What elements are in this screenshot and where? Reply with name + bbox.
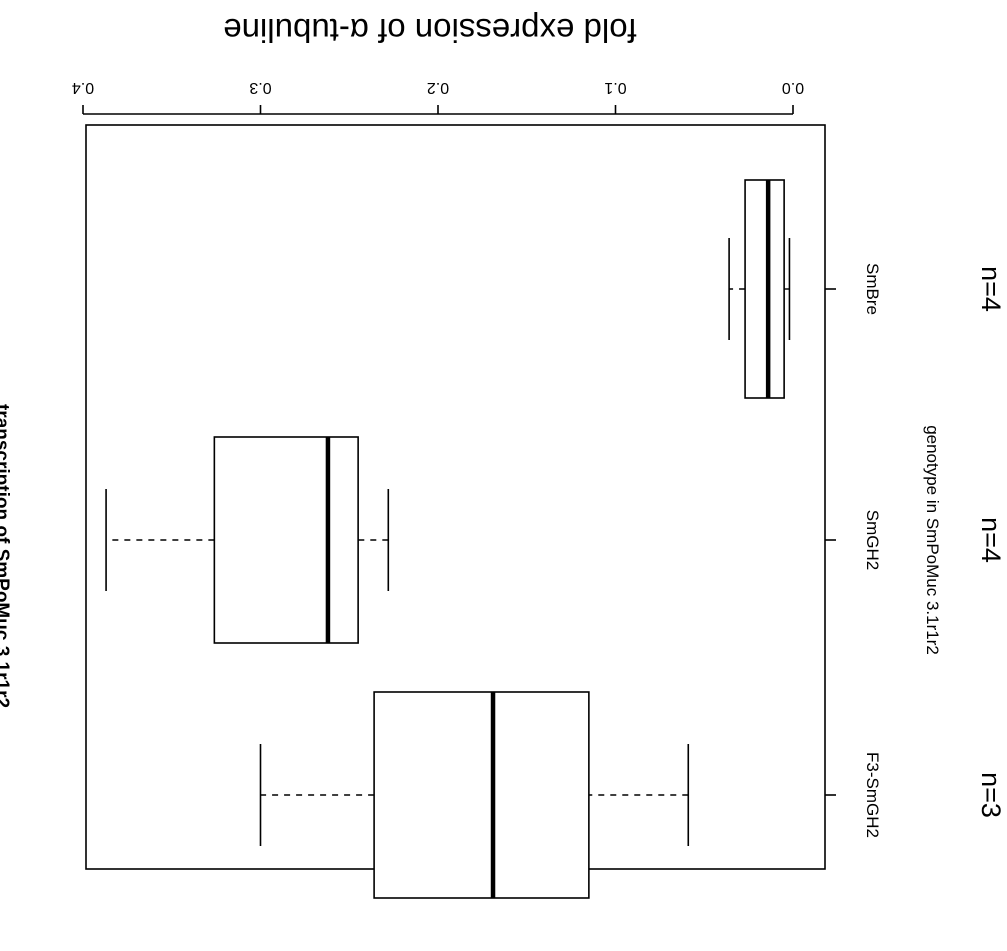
x-tick-label: SmBre	[863, 263, 882, 315]
box-f3-smgh2	[373, 691, 590, 899]
y-tick-label: 0.2	[427, 79, 449, 96]
x-tick-label: F3-SmGH2	[863, 752, 882, 838]
sample-size-label: n=3	[976, 772, 1006, 818]
y-axis-label: fold expression of α-tubuline	[223, 12, 636, 49]
y-tick-label: 0.1	[604, 79, 626, 96]
chart-title: transcription of SmPoMuc 3.1r1r2	[0, 404, 12, 708]
x-axis-label: genotype in SmPoMuc 3.1r1r2	[923, 425, 942, 655]
box-smbre	[744, 179, 785, 399]
y-tick-label: 0.0	[782, 79, 804, 96]
x-tick-label: SmGH2	[863, 510, 882, 570]
y-tick-label: 0.3	[249, 79, 271, 96]
sample-size-label: n=4	[976, 517, 1006, 563]
box-smgh2	[213, 436, 359, 644]
sample-size-label: n=4	[976, 266, 1006, 312]
y-tick-label: 0.4	[72, 79, 94, 96]
